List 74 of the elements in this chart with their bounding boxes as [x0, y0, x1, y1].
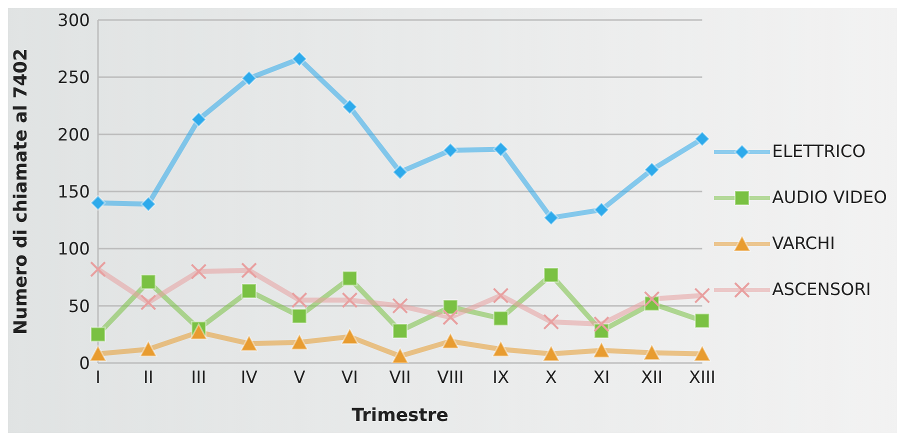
point	[442, 332, 460, 350]
point	[644, 162, 660, 178]
x-tick-label: I	[95, 368, 101, 388]
point	[543, 210, 559, 226]
point	[592, 342, 610, 358]
y-tick-label: 0	[79, 354, 90, 374]
legend-label: ASCENSORI	[772, 280, 871, 300]
x-tick-label: V	[294, 368, 306, 388]
point	[342, 99, 358, 115]
point	[90, 195, 106, 211]
point	[492, 340, 510, 358]
y-tick-label: 50	[68, 296, 90, 317]
x-tick-label: VI	[341, 368, 358, 388]
point	[392, 323, 408, 339]
point	[241, 70, 257, 86]
y-tick-label: 300	[58, 11, 90, 32]
point	[140, 196, 156, 212]
point	[593, 316, 610, 332]
point	[644, 290, 660, 307]
x-tick-label: II	[143, 368, 154, 388]
point	[90, 261, 106, 278]
x-tick-label: III	[191, 368, 206, 388]
x-tick-label: XI	[593, 368, 610, 388]
point	[241, 283, 257, 299]
point	[140, 274, 156, 290]
point	[492, 288, 509, 304]
point	[694, 131, 710, 147]
point	[292, 308, 308, 324]
point	[543, 267, 559, 283]
point	[392, 298, 408, 314]
point	[493, 310, 509, 326]
point	[190, 264, 207, 280]
x-tick-label: X	[545, 368, 558, 388]
point	[190, 112, 206, 128]
point	[442, 309, 458, 326]
x-tick-label: XII	[640, 368, 663, 388]
y-tick-label: 250	[58, 68, 90, 88]
y-tick-label: 100	[58, 240, 90, 260]
point	[694, 312, 710, 328]
point	[342, 270, 358, 286]
point	[693, 345, 711, 362]
legend-label: AUDIO VIDEO	[772, 188, 887, 208]
point	[240, 334, 258, 352]
point	[290, 334, 308, 350]
point	[292, 51, 308, 67]
point	[391, 347, 409, 363]
point	[291, 292, 308, 308]
x-axis-title: Trimestre	[352, 405, 448, 426]
point	[89, 345, 107, 362]
x-tick-label: IV	[240, 368, 258, 388]
point	[594, 202, 610, 218]
y-axis-title: Numero di chiamate al 7402	[10, 48, 32, 335]
point	[342, 292, 358, 308]
point	[392, 164, 408, 180]
point	[190, 323, 208, 340]
x-tick-label: VII	[389, 368, 411, 388]
y-tick-label: 150	[58, 182, 90, 203]
point	[140, 294, 156, 310]
x-tick-label: XIII	[688, 368, 716, 388]
point	[694, 288, 710, 304]
x-tick-label: VIII	[437, 368, 464, 388]
legend-label: ELETTRICO	[772, 142, 866, 162]
point	[493, 141, 509, 157]
point	[90, 326, 106, 342]
point	[241, 262, 258, 278]
legend-label: VARCHI	[772, 234, 835, 254]
point	[442, 142, 458, 158]
point	[542, 345, 560, 362]
point	[340, 328, 358, 344]
y-tick-label: 200	[58, 125, 90, 146]
point	[543, 314, 560, 330]
point	[643, 344, 661, 360]
x-tick-label: IX	[492, 368, 510, 388]
point	[140, 340, 158, 358]
